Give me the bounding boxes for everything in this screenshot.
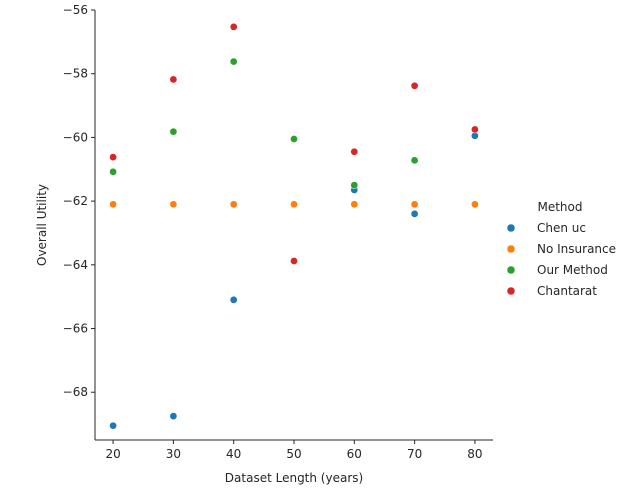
data-point — [471, 200, 479, 209]
legend-marker — [506, 265, 516, 275]
plot-axes — [94, 10, 493, 441]
y-axis-label: Overall Utility — [35, 184, 49, 266]
data-point — [410, 210, 419, 218]
y-tick-label: −60 — [63, 130, 88, 144]
data-point — [169, 200, 178, 209]
tick-labels: 20 30 40 50 60 70 80 −68 −66 −64 −62 −60 −58 −56 — [63, 3, 483, 461]
data-point — [350, 200, 359, 209]
x-tick-label: 20 — [105, 447, 120, 461]
x-axis-label: Dataset Length (years) — [225, 471, 363, 485]
x-tick-label: 30 — [166, 447, 181, 461]
x-tick-label: 60 — [347, 447, 362, 461]
data-point — [410, 81, 419, 90]
y-tick-label: −66 — [63, 322, 88, 336]
data-point — [410, 200, 419, 209]
data-point — [109, 167, 117, 176]
legend-entry-label: Our Method — [537, 263, 608, 277]
y-tick-label: −64 — [63, 258, 88, 272]
data-point — [229, 296, 238, 304]
legend-entry-label: Chen uc — [537, 221, 586, 235]
data-point — [290, 200, 298, 209]
data-point — [169, 75, 178, 84]
data-point — [109, 421, 117, 430]
data-point — [350, 147, 359, 156]
data-point — [109, 153, 117, 162]
y-tick-label: −68 — [63, 385, 88, 399]
data-point — [471, 131, 479, 140]
data-point — [290, 257, 298, 265]
data-point — [229, 57, 238, 66]
legend-marker — [506, 244, 516, 254]
y-tick-label: −62 — [63, 194, 88, 208]
y-tick-label: −58 — [63, 67, 88, 81]
x-tick-label: 40 — [226, 447, 241, 461]
data-points — [109, 23, 479, 430]
x-tick-label: 70 — [407, 447, 422, 461]
data-point — [109, 200, 117, 209]
data-point — [169, 412, 178, 420]
data-point — [169, 127, 178, 136]
x-tick-label: 80 — [467, 447, 482, 461]
data-point — [410, 156, 419, 165]
data-point — [290, 135, 298, 143]
legend-marker — [506, 223, 516, 233]
legend-entry-label: No Insurance — [537, 242, 616, 256]
legend-title: Method — [537, 200, 582, 214]
data-point — [229, 200, 238, 209]
data-point — [229, 23, 238, 31]
legend-entry-label: Chantarat — [537, 284, 597, 298]
legend-marker — [506, 286, 516, 296]
data-point — [471, 125, 479, 134]
legend: Method Chen uc No Insurance Our Method Chan… — [506, 200, 616, 298]
y-tick-label: −56 — [63, 3, 88, 17]
x-tick-label: 50 — [286, 447, 301, 461]
data-point — [350, 181, 359, 190]
